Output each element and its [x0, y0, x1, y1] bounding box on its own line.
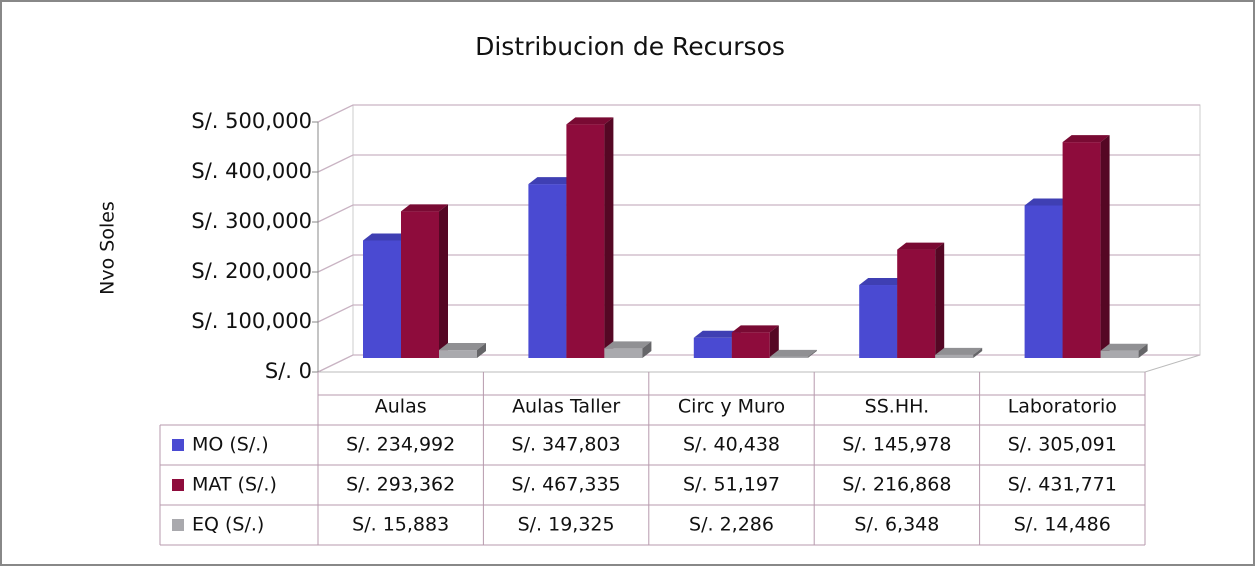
table-value: S/. 305,091	[1008, 434, 1117, 456]
bar-side	[439, 204, 448, 358]
table-value: S/. 145,978	[842, 434, 951, 456]
x-tick-label: Aulas	[375, 396, 427, 418]
y-tick-label: S/. 200,000	[191, 259, 312, 283]
grid-line	[317, 154, 1200, 173]
bar	[897, 242, 945, 358]
bar	[439, 343, 486, 358]
bar-top	[1100, 343, 1148, 351]
table-value: S/. 467,335	[512, 474, 621, 496]
bar-front	[1024, 205, 1063, 358]
bar-front	[1062, 142, 1101, 358]
bar-front	[693, 337, 732, 358]
bar-side	[973, 347, 983, 358]
bar-side	[604, 117, 614, 359]
bar-front	[528, 184, 567, 358]
bar-front	[566, 124, 605, 359]
bar-top	[859, 278, 907, 286]
table-value: S/. 6,348	[854, 514, 939, 536]
bar-front	[439, 350, 477, 358]
legend-label: EQ (S/.)	[192, 514, 264, 536]
y-tick-label: S/. 0	[265, 359, 312, 383]
bar-side	[477, 343, 486, 358]
bar-top	[731, 325, 779, 333]
bar	[1100, 343, 1148, 358]
x-tick-label: SS.HH.	[865, 396, 929, 418]
bar	[935, 347, 983, 358]
bar-top	[439, 343, 486, 351]
y-tick-label: S/. 500,000	[191, 109, 312, 133]
bar-side	[1138, 343, 1148, 358]
bar	[731, 325, 779, 358]
table-value: S/. 14,486	[1014, 514, 1111, 536]
legend-swatch	[172, 519, 184, 531]
bar	[769, 349, 817, 358]
table-value: S/. 2,286	[689, 514, 774, 536]
bar-top	[401, 204, 448, 212]
bar-front	[859, 285, 898, 358]
legend-label: MAT (S/.)	[192, 474, 277, 496]
bar	[401, 204, 448, 358]
table-value: S/. 216,868	[842, 474, 951, 496]
bar-front	[769, 356, 808, 358]
legend-swatch	[172, 439, 184, 451]
bar-front	[1100, 350, 1139, 358]
bar-side	[807, 349, 817, 358]
bar-top	[693, 330, 741, 338]
bar-front	[363, 240, 401, 358]
bar-front	[935, 354, 974, 358]
table-value: S/. 293,362	[346, 474, 455, 496]
bar-side	[1100, 135, 1110, 358]
y-axis-label: Nvo Soles	[97, 201, 119, 295]
bar-front	[897, 249, 936, 358]
bar-side	[769, 325, 779, 358]
bar-top	[528, 177, 576, 185]
bar-front	[731, 332, 770, 358]
bar-top	[604, 341, 652, 349]
table-value: S/. 347,803	[512, 434, 621, 456]
bar	[1062, 135, 1110, 358]
y-tick-label: S/. 100,000	[191, 309, 312, 333]
table-value: S/. 19,325	[518, 514, 615, 536]
grid-line	[317, 204, 1200, 223]
bar	[604, 341, 652, 358]
legend-label: MO (S/.)	[192, 434, 269, 456]
bar-top	[897, 242, 945, 250]
bar-side	[935, 242, 945, 358]
grid-line	[317, 104, 1200, 123]
bar-top	[363, 233, 410, 241]
bar-side	[642, 341, 652, 358]
y-tick-label: S/. 400,000	[191, 159, 312, 183]
table-value: S/. 431,771	[1008, 474, 1117, 496]
chart-title: Distribucion de Recursos	[475, 32, 785, 61]
y-tick-label: S/. 300,000	[191, 209, 312, 233]
legend-swatch	[172, 479, 184, 491]
bar-top	[566, 117, 614, 125]
table-value: S/. 15,883	[352, 514, 449, 536]
bar-top	[935, 347, 983, 355]
bar-front	[604, 348, 643, 358]
table-value: S/. 40,438	[683, 434, 780, 456]
x-tick-label: Aulas Taller	[512, 396, 620, 418]
bar-front	[401, 211, 439, 358]
bar-top	[1024, 198, 1072, 206]
table-value: S/. 51,197	[683, 474, 780, 496]
x-tick-label: Circ y Muro	[678, 396, 785, 418]
bar-top	[769, 349, 817, 357]
x-tick-label: Laboratorio	[1008, 396, 1117, 418]
table-value: S/. 234,992	[346, 434, 455, 456]
bar-top	[1062, 135, 1110, 143]
bar	[566, 117, 614, 359]
